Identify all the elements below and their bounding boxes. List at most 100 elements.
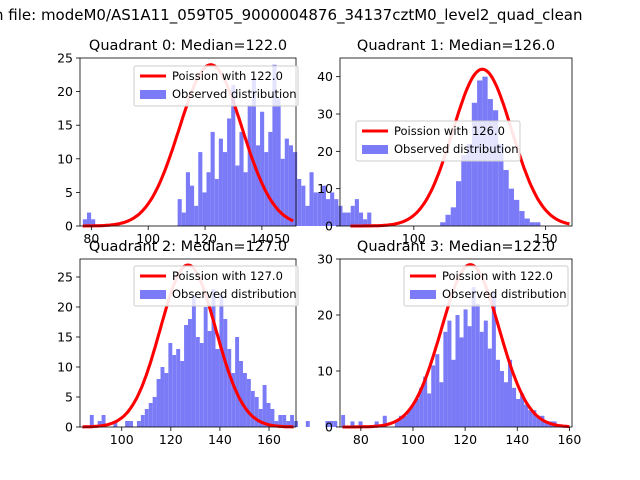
histogram-bar: [219, 295, 224, 427]
histogram-bar: [544, 421, 549, 427]
histogram-bar: [516, 399, 521, 427]
histogram-bar: [297, 178, 302, 226]
histogram-bar: [251, 78, 256, 226]
x-tick-label: 100: [402, 231, 426, 246]
x-tick-label: 100: [110, 432, 134, 447]
histogram-bar: [97, 421, 102, 427]
x-tick-label: 80: [83, 231, 99, 246]
histogram-bar: [195, 337, 200, 427]
histogram-bar: [487, 99, 493, 226]
histogram-bar: [411, 404, 416, 427]
y-tick-label: 15: [57, 330, 73, 345]
histogram-bar: [293, 152, 298, 226]
histogram-bar: [503, 170, 509, 226]
subplot-title: Quadrant 1: Median=126.0: [357, 38, 555, 54]
histogram-bar: [423, 376, 428, 427]
histogram-bar: [483, 320, 488, 427]
histogram-bar: [309, 172, 314, 226]
histogram-bar: [160, 367, 165, 427]
histogram-bar: [443, 331, 448, 427]
histogram-bar: [199, 343, 204, 427]
histogram-bar: [508, 188, 514, 226]
histogram-bar: [498, 143, 504, 226]
histogram-bar: [101, 415, 106, 427]
legend-entry-observed: Observed distribution: [172, 87, 297, 101]
histogram-bar: [246, 379, 251, 427]
histogram-bar: [239, 361, 243, 427]
y-tick-label: 25: [57, 270, 73, 285]
histogram-bar: [235, 165, 240, 226]
histogram-bar: [223, 319, 228, 427]
histogram-bar: [491, 292, 496, 427]
histogram-bar: [451, 359, 456, 427]
histogram-bar: [191, 295, 196, 427]
histogram-bar: [91, 219, 96, 226]
histogram-bar: [156, 379, 161, 427]
subplot-quadrant-0: Quadrant 0: Median=122.080 100 120 14005101…: [57, 38, 372, 246]
x-tick-label: 160: [557, 432, 581, 447]
histogram-bar: [305, 205, 310, 226]
legend-frame: [355, 120, 521, 162]
axes-frame: [339, 258, 573, 428]
y-tick-label: 0: [65, 420, 73, 435]
histogram-bar: [125, 421, 130, 427]
axes-frame: [79, 258, 297, 428]
histogram-bar: [185, 172, 190, 226]
histogram-bar: [215, 349, 220, 427]
histogram-bar: [479, 331, 484, 427]
x-tick-label: 80: [353, 432, 369, 447]
axes-frame: [79, 57, 297, 227]
y-tick-label: 0: [65, 219, 73, 234]
legend: Poission with 126.0 Observed distribution: [355, 120, 521, 162]
histogram-bar: [243, 172, 248, 226]
histogram-bar: [247, 105, 252, 226]
histogram-bar: [284, 138, 289, 226]
histogram-bar: [272, 64, 277, 226]
histogram-bar: [207, 331, 212, 427]
histogram-bar: [152, 397, 157, 427]
x-tick-label: 160: [257, 432, 281, 447]
y-tick-label: 5: [65, 185, 73, 200]
x-tick-label: 120: [453, 432, 477, 447]
legend-bar-swatch: [362, 145, 388, 154]
histogram-bar: [288, 145, 294, 226]
subplot-title: Quadrant 3: Median=122.0: [357, 239, 555, 255]
histogram-bar: [427, 393, 432, 427]
histogram-bar: [524, 218, 530, 226]
y-tick-label: 20: [57, 84, 73, 99]
histogram-bar: [358, 212, 364, 226]
histogram-bar: [499, 371, 504, 427]
legend-bar-swatch: [140, 90, 166, 99]
histogram-bar: [144, 409, 149, 427]
histogram-bar: [471, 287, 476, 427]
histogram-bar: [529, 222, 536, 226]
histogram-bar: [274, 421, 279, 427]
histogram-bar: [495, 359, 500, 427]
histogram-bar: [82, 219, 87, 226]
histogram-bar: [325, 421, 330, 427]
histogram-bar: [535, 222, 541, 226]
histogram-bar: [317, 192, 322, 226]
histogram-bar: [222, 152, 228, 226]
histogram-bar: [227, 118, 232, 226]
histogram-bar: [520, 393, 525, 427]
histogram-bar: [461, 155, 467, 226]
legend: Poission with 122.0 Observed distribution: [133, 65, 299, 107]
legend-bar-swatch: [140, 290, 166, 299]
histogram-bar: [176, 349, 181, 427]
histogram-bar: [286, 421, 291, 427]
y-tick-label: 25: [57, 51, 73, 66]
y-tick-label: 0: [325, 219, 333, 234]
histogram-bar: [313, 192, 318, 226]
x-tick-label: 120: [159, 432, 183, 447]
subplot-quadrant-3: Quadrant 3: Median=122.0 80 100 120 140 160 0 1…: [317, 239, 581, 447]
histogram-bar: [268, 131, 273, 226]
legend-frame: [133, 265, 299, 307]
y-tick-label: 30: [317, 107, 333, 122]
histogram-bar: [467, 326, 472, 427]
histogram-bar: [374, 421, 379, 427]
histogram-bar: [280, 158, 285, 226]
legend: Poission with 122.0 Observed distribution: [403, 265, 569, 307]
histogram-bar: [189, 185, 195, 226]
